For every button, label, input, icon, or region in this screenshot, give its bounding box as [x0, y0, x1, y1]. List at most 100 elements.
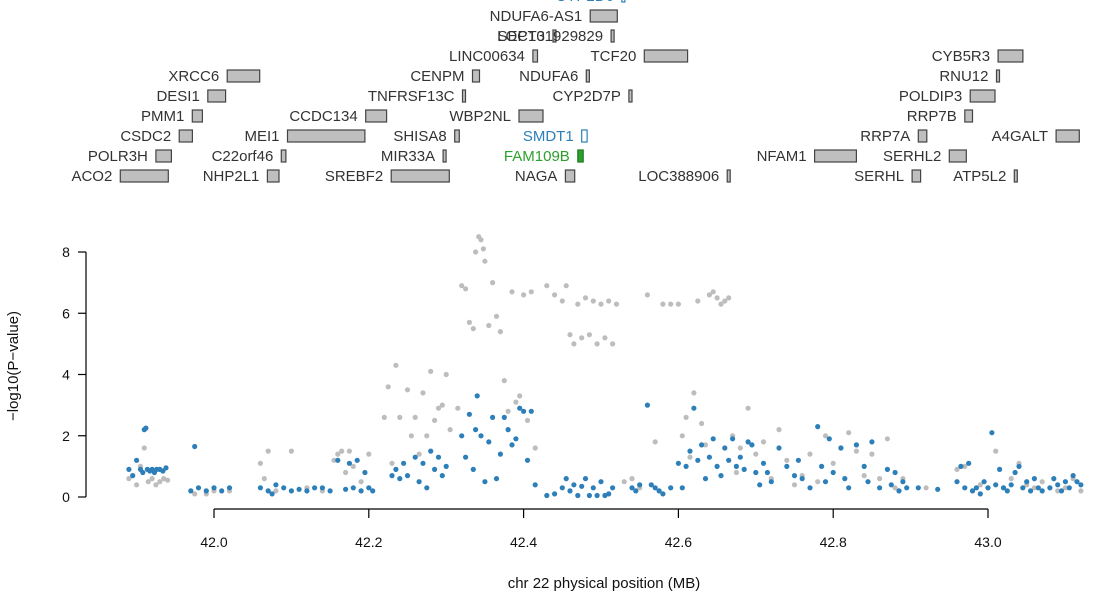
data-point: [393, 466, 399, 472]
data-point: [281, 485, 287, 491]
data-point: [211, 485, 217, 491]
gene-label: RRP7A: [860, 128, 910, 145]
y-tick-label: 4: [62, 367, 70, 383]
data-point: [134, 482, 140, 488]
data-point: [633, 488, 639, 494]
data-point: [900, 479, 906, 485]
data-point: [660, 491, 666, 497]
data-point: [749, 442, 755, 448]
data-point: [637, 482, 643, 488]
data-point: [559, 298, 565, 304]
data-point: [795, 457, 802, 463]
gene-box: [119, 169, 169, 183]
x-tick-label: 42.0: [200, 534, 227, 550]
gene-box: [917, 129, 928, 143]
data-point: [563, 283, 569, 289]
gene-box: [471, 69, 481, 83]
data-point: [699, 442, 705, 448]
gene-label: NDUFA6: [519, 68, 578, 85]
data-point: [702, 442, 709, 448]
data-point: [706, 454, 713, 460]
data-point: [877, 476, 883, 482]
gene-label: SMDT1: [523, 128, 574, 145]
data-point: [153, 482, 159, 488]
data-point: [586, 492, 593, 499]
data-point: [1035, 485, 1041, 491]
data-point: [165, 477, 171, 483]
gene-label: POLDIP3: [899, 88, 962, 105]
data-point: [513, 436, 519, 442]
data-point: [428, 448, 434, 454]
gene-label: MEI1: [244, 128, 279, 145]
data-point: [350, 463, 356, 469]
data-point: [760, 460, 767, 466]
gene-box: [628, 89, 633, 103]
data-point: [757, 482, 763, 488]
data-point: [195, 485, 202, 491]
data-point: [521, 408, 527, 414]
data-point: [853, 442, 860, 448]
gene-box: [997, 49, 1024, 63]
data-point: [815, 479, 821, 485]
data-point: [687, 454, 693, 460]
gene-box: [1013, 169, 1018, 183]
data-point: [1031, 476, 1037, 482]
gene-box: [286, 129, 366, 143]
data-point: [412, 414, 418, 420]
data-point: [699, 420, 705, 427]
data-point: [455, 405, 461, 411]
data-point: [660, 301, 666, 307]
data-point: [544, 492, 550, 499]
gene-label: ACO2: [71, 168, 112, 185]
data-point: [722, 445, 728, 451]
data-point: [1008, 482, 1014, 488]
gene-box: [280, 149, 287, 163]
data-point: [524, 457, 531, 463]
data-point: [366, 485, 372, 491]
data-point: [776, 427, 782, 433]
data-point: [493, 313, 500, 319]
data-point: [958, 463, 964, 469]
data-point: [853, 448, 860, 454]
data-point: [480, 246, 486, 252]
data-point: [904, 485, 910, 491]
data-point: [679, 485, 685, 491]
data-point: [1055, 482, 1061, 488]
data-point: [126, 466, 132, 472]
data-point: [768, 479, 774, 485]
gene-label: RNU12: [939, 68, 988, 85]
data-point: [753, 451, 759, 457]
data-point: [571, 482, 577, 488]
data-point: [435, 454, 442, 460]
data-point: [718, 473, 724, 479]
data-point: [710, 289, 716, 295]
data-point: [579, 483, 585, 489]
data-point: [447, 427, 453, 433]
data-point: [621, 479, 627, 485]
data-point: [791, 482, 798, 488]
data-point: [865, 479, 871, 485]
data-point: [594, 341, 600, 347]
data-point: [869, 439, 875, 445]
data-point: [517, 405, 523, 411]
data-point: [501, 378, 507, 384]
data-point: [552, 292, 558, 298]
x-tick-label: 42.6: [665, 534, 692, 550]
data-point: [846, 485, 852, 491]
data-point: [408, 433, 414, 439]
data-point: [424, 485, 430, 491]
data-point: [815, 424, 821, 430]
data-point: [799, 476, 805, 482]
data-point: [420, 390, 426, 396]
gene-label: TCF20: [590, 48, 636, 65]
data-point: [532, 445, 538, 451]
data-point: [1051, 476, 1057, 482]
data-point: [807, 451, 813, 457]
axes: 0 2 4 6 8 42.0 42.2 42.4 42.6 42.8 43.0 chr 22 ph…: [5, 244, 1002, 592]
x-tick-label: 42.4: [510, 534, 537, 550]
data-point: [1024, 479, 1030, 485]
data-point: [521, 292, 527, 298]
data-point: [629, 485, 635, 491]
data-point: [443, 371, 449, 378]
data-point: [613, 301, 620, 307]
